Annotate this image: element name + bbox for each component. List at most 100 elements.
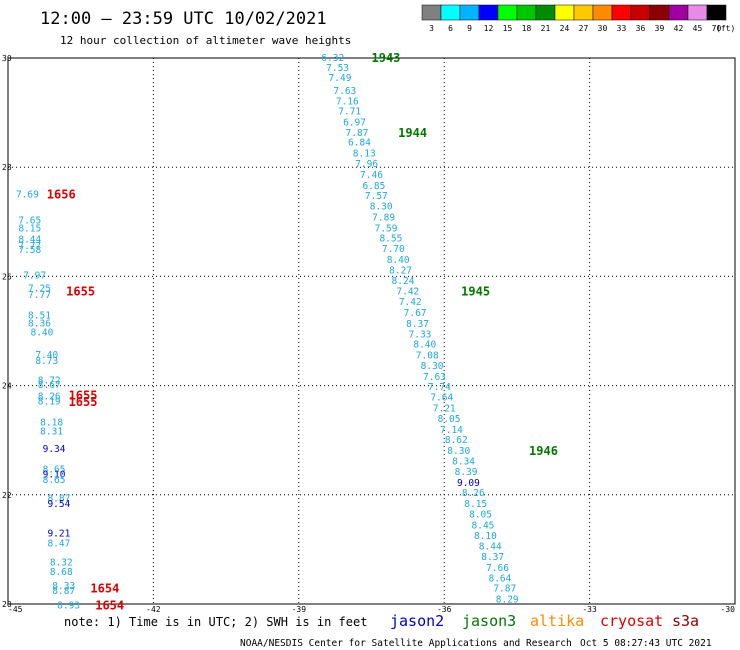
x-tick-labels: -45 -42 -39 -36 -33 -30: [8, 605, 735, 614]
swh-value-label: 7.14: [440, 425, 463, 436]
swh-value-label: 7.63: [333, 86, 356, 97]
satellite-legend: jason2 jason3 altika cryosat s3a: [390, 612, 699, 630]
x-tick-label: -45: [8, 605, 23, 614]
swh-value-label: 8.72: [38, 376, 61, 387]
legend-swatch: [649, 4, 670, 21]
swh-value-label: 8.47: [47, 538, 70, 549]
swh-value-label: 8.36: [28, 318, 51, 329]
swh-value-label: 8.44: [18, 234, 41, 245]
swh-value-label: 7.96: [355, 159, 378, 170]
swh-value-label: 8.30: [421, 361, 444, 372]
swh-value-label: 8.45: [472, 520, 495, 531]
swh-value-label: 8.68: [50, 567, 73, 578]
series-jason3: 6.327.537.497.637.167.716.977.876.848.13…: [321, 51, 558, 606]
swh-value-label: 9.09: [457, 478, 480, 489]
legend-swatch: [421, 4, 442, 21]
satellite-name-jason3: jason3: [462, 612, 516, 630]
swh-value-label: 7.63: [423, 372, 446, 383]
swh-value-label: 7.46: [360, 170, 383, 181]
time-label: 1656: [47, 188, 76, 202]
credit-text: NOAA/NESDIS Center for Satellite Applica…: [240, 638, 572, 649]
grid-lines: [8, 58, 735, 604]
swh-value-label: 8.18: [40, 418, 63, 429]
swh-value-label: 7.58: [18, 245, 41, 256]
swh-value-label: 7.71: [338, 107, 361, 118]
legend-bin-label: 45: [693, 24, 703, 33]
swh-value-label: 8.19: [38, 396, 61, 407]
swh-value-label: 8.37: [481, 552, 504, 563]
y-tick-labels: 20 22 24 26 28 30: [2, 54, 12, 609]
legend-swatch: [630, 4, 651, 21]
legend-swatch: [497, 4, 518, 21]
swh-value-label: 8.30: [370, 202, 393, 213]
time-label: 1655: [66, 285, 95, 299]
swh-value-label: 8.29: [496, 595, 519, 606]
time-label: 1654: [95, 599, 124, 613]
legend-swatch: [440, 4, 461, 21]
swh-value-label: 7.33: [409, 329, 432, 340]
legend-swatch: [706, 4, 727, 21]
swh-value-label: 8.33: [52, 581, 75, 592]
satellite-name-s3a: s3a: [672, 612, 699, 630]
time-label: 1944: [398, 126, 427, 140]
swh-value-label: 7.59: [375, 223, 398, 234]
y-tick-label: 30: [2, 54, 12, 63]
legend-bin-label: 33: [617, 24, 627, 33]
swh-value-label: 7.74: [428, 382, 451, 393]
swh-value-label: 8.39: [455, 467, 478, 478]
swh-value-label: 8.73: [35, 356, 58, 367]
y-tick-label: 28: [2, 163, 12, 172]
swh-value-label: 8.65: [43, 475, 66, 486]
swh-value-label: 8.67: [38, 380, 61, 391]
x-tick-label: -39: [292, 605, 307, 614]
swh-value-label: 8.30: [447, 446, 470, 457]
y-tick-label: 24: [2, 382, 12, 391]
swh-value-label: 8.31: [40, 426, 63, 437]
chart-title: 12:00 – 23:59 UTC 10/02/2021: [40, 9, 327, 29]
swh-value-label: 7.87: [346, 128, 369, 139]
swh-value-label: 8.37: [406, 319, 429, 330]
legend-bin-label: 15: [503, 24, 513, 33]
swh-value-label: 6.32: [321, 53, 344, 64]
x-tick-label: -33: [582, 605, 597, 614]
swh-value-label: 8.27: [389, 265, 412, 276]
legend-swatch: [592, 4, 613, 21]
legend-swatch: [516, 4, 537, 21]
y-tick-label: 22: [2, 491, 12, 500]
swh-value-label: 8.26: [38, 392, 61, 403]
legend-bin-label: 18: [522, 24, 532, 33]
legend-bin-label: 70: [712, 24, 722, 33]
swh-value-label: 7.57: [365, 191, 388, 202]
y-tick-label: 20: [2, 600, 12, 609]
swh-value-label: 7.53: [326, 63, 349, 74]
legend-bin-label: 9: [467, 24, 472, 33]
x-tick-label: -36: [437, 605, 452, 614]
satellite-name-jason2: jason2: [390, 612, 444, 630]
swh-value-label: 7.08: [416, 351, 439, 362]
swh-value-label: 7.49: [329, 73, 352, 84]
swh-value-label: 8.65: [43, 465, 66, 476]
legend-unit: (ft): [716, 24, 735, 33]
time-label: 1654: [90, 582, 119, 596]
swh-value-label: 7.40: [35, 350, 58, 361]
swh-value-label: 8.15: [18, 223, 41, 234]
swh-value-label: 7.70: [382, 244, 405, 255]
swh-value-label: 8.32: [50, 558, 73, 569]
swh-value-label: 8.87: [52, 586, 75, 597]
chart-subtitle: 12 hour collection of altimeter wave hei…: [60, 34, 351, 47]
time-label: 1655: [69, 395, 98, 409]
swh-value-label: 6.84: [348, 138, 371, 149]
swh-value-label: 7.97: [23, 270, 46, 281]
swh-value-label: 8.15: [464, 499, 487, 510]
swh-color-legend: 3 6 9 12 15 18 21 24 27 30 33 36 39 42 45 70(ft): [421, 4, 735, 33]
generation-timestamp: Oct 5 08:27:43 UTC 2021: [580, 638, 712, 649]
swh-markers: 6.327.537.497.637.167.716.977.876.848.13…: [16, 51, 558, 613]
legend-bin-label: 24: [560, 24, 570, 33]
swh-value-label: 8.62: [445, 435, 468, 446]
legend-bin-label: 39: [655, 24, 665, 33]
swh-value-label: 7.69: [16, 190, 39, 201]
swh-value-label: 7.42: [399, 297, 422, 308]
swh-value-label: 8.40: [30, 328, 53, 339]
swh-value-label: 7.77: [18, 241, 41, 252]
legend-swatch: [478, 4, 499, 21]
